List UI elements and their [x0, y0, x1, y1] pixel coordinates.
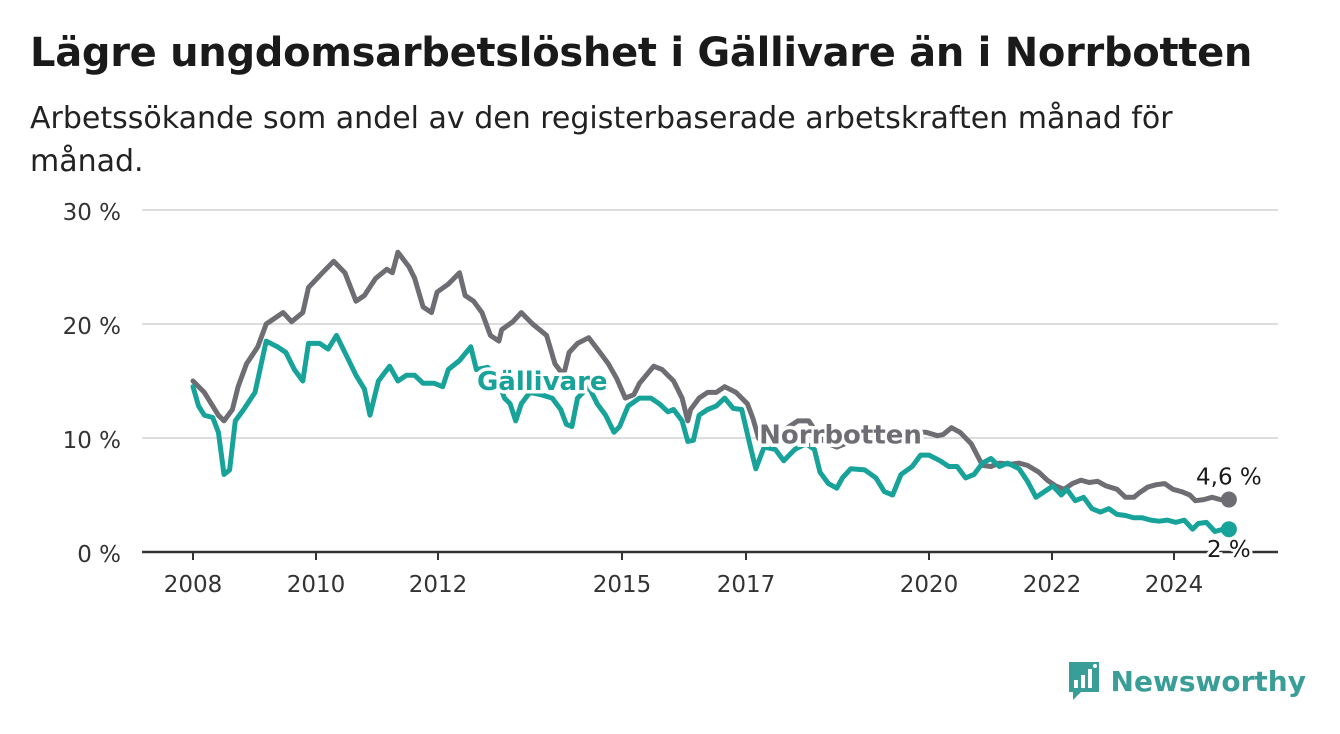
brand-name: Newsworthy — [1110, 664, 1306, 698]
series-name-gallivare: Gällivare — [477, 367, 608, 397]
x-tick-label: 2024 — [1145, 572, 1204, 598]
x-tick-label: 2012 — [409, 572, 468, 598]
series-end-marker — [1220, 521, 1237, 538]
series-end-marker — [1220, 491, 1237, 508]
x-tick-label: 2020 — [900, 572, 959, 598]
x-tick-label: 2008 — [164, 572, 223, 598]
x-tick-label: 2022 — [1023, 572, 1082, 598]
x-tick-label: 2010 — [287, 572, 346, 598]
y-tick-label: 0 % — [77, 542, 121, 568]
grid-lines — [142, 209, 1278, 439]
series-end-label: 4,6 % — [1196, 465, 1262, 491]
chart-subtitle: Arbetssökande som andel av den registerb… — [30, 101, 1173, 179]
newsworthy-brand: Newsworthy — [1067, 660, 1306, 702]
y-tick-label: 10 % — [63, 428, 121, 454]
y-tick-label: 20 % — [63, 314, 121, 340]
chart-title: Lägre ungdomsarbetslöshet i Gällivare än… — [30, 30, 1253, 76]
y-tick-label: 30 % — [63, 200, 121, 226]
x-tick-label: 2017 — [717, 572, 776, 598]
series-line-gallivare — [190, 332, 1232, 534]
series-labels: 4,6 % 2 % Gällivare Norrbotten — [473, 364, 1264, 567]
series-end-label: 2 % — [1207, 537, 1251, 563]
x-tick-label: 2015 — [593, 572, 652, 598]
series-lines — [190, 249, 1237, 538]
series-name-norrbotten: Norrbotten — [759, 421, 922, 451]
series-line-norrbotten — [190, 249, 1232, 504]
newsworthy-logo-icon — [1068, 662, 1099, 700]
line-chart: 0 % 10 % 20 % 30 % 2008 2010 2012 2015 2017 2020 2… — [63, 200, 1278, 598]
axes: 0 % 10 % 20 % 30 % 2008 2010 2012 2015 2017 2020 2… — [63, 200, 1278, 598]
